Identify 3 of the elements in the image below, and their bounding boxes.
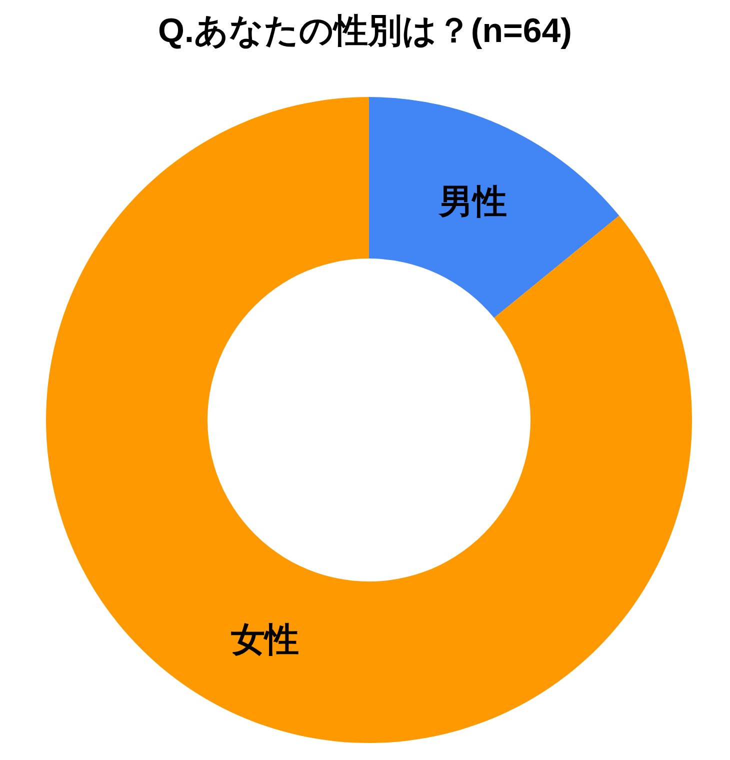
slice-label: 男性 <box>438 183 507 222</box>
slice-label: 女性 <box>230 620 300 659</box>
chart-title: Q.あなたの性別は？(n=64) <box>158 12 572 50</box>
